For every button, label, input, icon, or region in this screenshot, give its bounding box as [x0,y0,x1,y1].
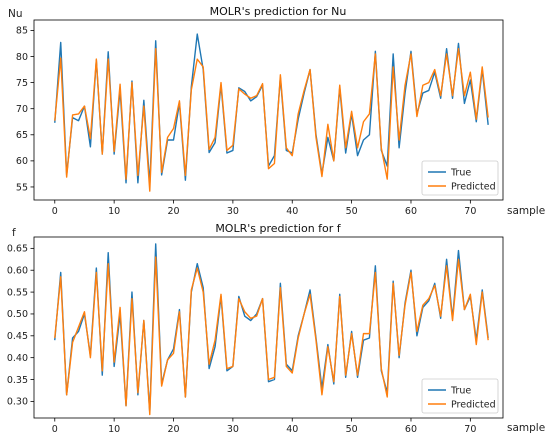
chart-f: MOLR's prediction for f f sample 0 10 20 30… [7,222,545,435]
legend-label: True [450,167,471,178]
y-tick-label: 0.40 [7,353,28,364]
x-tick-label: 20 [167,424,179,435]
x-tick-label: 60 [405,424,417,435]
legend-label: True [450,385,471,396]
y-tick-label: 0.60 [7,266,28,277]
legend-label: Predicted [451,399,496,410]
chart-nu-ylabel: Nu [8,8,23,20]
y-tick-label: 65 [16,130,28,141]
chart-nu-title: MOLR's prediction for Nu [210,5,347,18]
y-tick-label: 0.30 [7,397,28,408]
y-tick-label: 0.35 [7,375,28,386]
y-tick-label: 0.65 [7,244,28,255]
y-tick-label: 60 [16,156,28,167]
chart-f-ylabel: f [12,227,16,239]
chart-nu: MOLR's prediction for Nu Nu sample 0 10 20… [8,5,545,217]
chart-f-legend: True Predicted [421,378,499,414]
chart-f-frame [33,236,504,419]
x-tick-label: 30 [227,424,239,435]
series-predicted-line [54,256,489,416]
x-tick-label: 70 [464,206,476,217]
legend-label: Predicted [451,181,496,192]
x-tick-label: 0 [52,424,58,435]
chart-f-title: MOLR's prediction for f [215,222,341,235]
y-tick-label: 75 [16,78,28,89]
x-tick-label: 30 [227,206,239,217]
chart-nu-xlabel: sample [507,205,545,217]
chart-nu-legend: True Predicted [421,160,499,196]
x-tick-label: 50 [346,424,358,435]
y-tick-label: 85 [16,26,28,37]
series-predicted-line [54,48,489,192]
y-tick-label: 70 [16,104,28,115]
chart-f-xlabel: sample [507,422,545,434]
x-tick-label: 0 [52,206,58,217]
y-tick-label: 0.55 [7,287,28,298]
x-tick-label: 60 [405,206,417,217]
y-tick-label: 0.45 [7,331,28,342]
x-tick-label: 40 [286,424,298,435]
x-tick-label: 40 [286,206,298,217]
x-tick-label: 20 [167,206,179,217]
y-tick-label: 0.50 [7,309,28,320]
chart-nu-frame [33,19,504,201]
y-tick-label: 55 [16,182,28,193]
x-tick-label: 70 [464,424,476,435]
y-tick-label: 80 [16,52,28,63]
x-tick-label: 10 [108,424,120,435]
x-tick-label: 50 [346,206,358,217]
x-tick-label: 10 [108,206,120,217]
